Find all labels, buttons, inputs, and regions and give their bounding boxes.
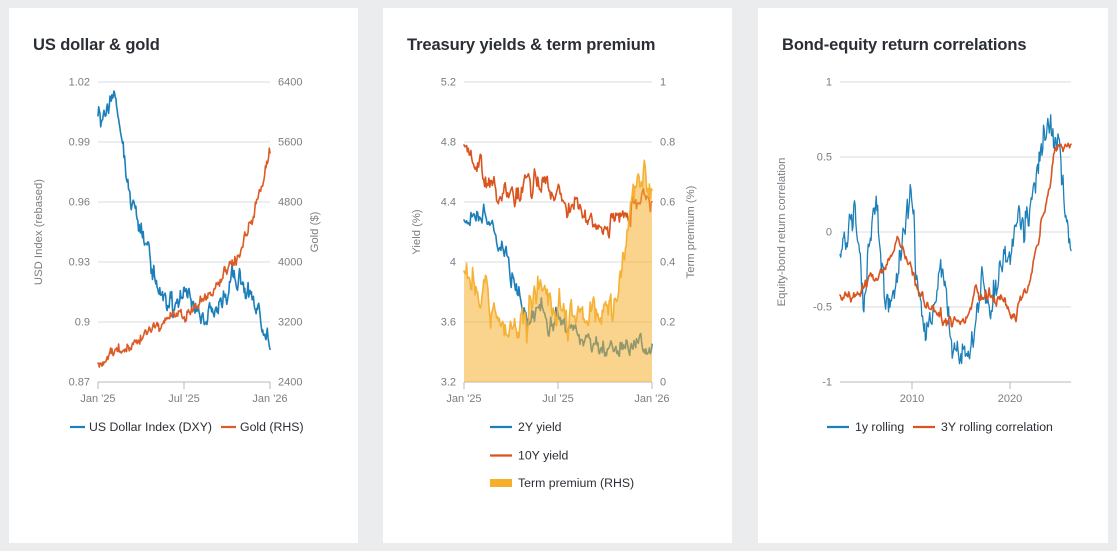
svg-text:Jul '25: Jul '25: [168, 393, 199, 405]
svg-text:4.4: 4.4: [441, 197, 456, 209]
svg-text:0.6: 0.6: [660, 197, 675, 209]
svg-text:10Y yield: 10Y yield: [518, 449, 569, 463]
svg-text:3Y rolling correlation: 3Y rolling correlation: [941, 420, 1053, 434]
svg-text:4.8: 4.8: [441, 137, 456, 149]
svg-text:3.2: 3.2: [441, 377, 456, 389]
svg-text:Term premium (%): Term premium (%): [685, 185, 697, 278]
svg-text:0.93: 0.93: [69, 257, 90, 269]
svg-text:0.8: 0.8: [660, 137, 675, 149]
svg-text:3200: 3200: [278, 317, 302, 329]
svg-text:Yield (%): Yield (%): [411, 209, 423, 255]
svg-text:2010: 2010: [900, 393, 924, 405]
svg-text:0.96: 0.96: [69, 197, 90, 209]
svg-text:3.6: 3.6: [441, 317, 456, 329]
svg-text:Gold ($): Gold ($): [309, 211, 321, 252]
svg-text:1: 1: [660, 77, 666, 89]
svg-text:4000: 4000: [278, 257, 302, 269]
svg-text:2400: 2400: [278, 377, 302, 389]
svg-text:0: 0: [660, 377, 666, 389]
svg-text:-1: -1: [822, 377, 832, 389]
svg-text:Equity-bond return correlation: Equity-bond return correlation: [776, 158, 788, 307]
svg-text:0.5: 0.5: [817, 152, 832, 164]
svg-text:0.2: 0.2: [660, 317, 675, 329]
svg-text:Gold (RHS): Gold (RHS): [240, 420, 304, 434]
svg-text:1.02: 1.02: [69, 77, 90, 89]
svg-text:1y rolling: 1y rolling: [855, 420, 904, 434]
svg-text:0.99: 0.99: [69, 137, 90, 149]
svg-text:6400: 6400: [278, 77, 302, 89]
svg-text:Jul '25: Jul '25: [542, 393, 573, 405]
svg-text:0.4: 0.4: [660, 257, 675, 269]
svg-text:5600: 5600: [278, 137, 302, 149]
svg-text:Term premium (RHS): Term premium (RHS): [518, 476, 634, 490]
svg-text:Jan '26: Jan '26: [634, 393, 669, 405]
svg-text:0.9: 0.9: [75, 317, 90, 329]
svg-text:4800: 4800: [278, 197, 302, 209]
svg-text:Jan '25: Jan '25: [446, 393, 481, 405]
svg-text:US Dollar Index (DXY): US Dollar Index (DXY): [89, 420, 212, 434]
svg-text:0.87: 0.87: [69, 377, 90, 389]
svg-text:Jan '25: Jan '25: [80, 393, 115, 405]
svg-text:4: 4: [450, 257, 456, 269]
svg-text:1: 1: [826, 77, 832, 89]
svg-text:Jan '26: Jan '26: [252, 393, 287, 405]
svg-text:2020: 2020: [998, 393, 1022, 405]
svg-text:0: 0: [826, 227, 832, 239]
svg-text:2Y yield: 2Y yield: [518, 420, 562, 434]
svg-text:5.2: 5.2: [441, 77, 456, 89]
svg-text:USD Index (rebased): USD Index (rebased): [33, 179, 45, 285]
svg-text:-0.5: -0.5: [813, 302, 832, 314]
